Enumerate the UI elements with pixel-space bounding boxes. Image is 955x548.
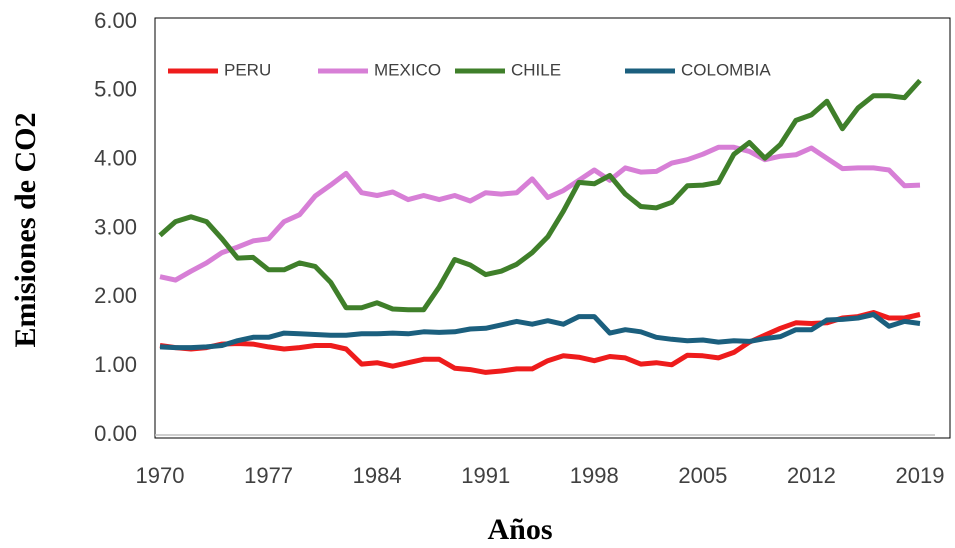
x-tick-label: 2005 [678, 463, 727, 488]
y-tick-label: 4.00 [94, 145, 137, 170]
x-axis-title: Años [487, 513, 552, 546]
x-tick-label: 2019 [896, 463, 945, 488]
series-line [159, 312, 921, 351]
legend-label: MEXICO [374, 60, 441, 79]
series-line [158, 78, 922, 313]
plot-frame [154, 17, 951, 439]
x-tick-label: 2012 [787, 463, 836, 488]
y-tick-label: 1.00 [94, 352, 137, 377]
legend-label: CHILE [511, 60, 561, 79]
y-tick-label: 6.00 [94, 8, 137, 33]
series-line [159, 310, 921, 375]
x-tick-label: 1984 [353, 463, 402, 488]
x-tick-label: 1977 [244, 463, 293, 488]
x-tick-label: 1970 [136, 463, 185, 488]
y-tick-label: 2.00 [94, 283, 137, 308]
x-tick-label: 1998 [570, 463, 619, 488]
series-line [159, 144, 921, 283]
legend-label: PERU [224, 60, 271, 79]
y-axis-title: Emisiones de CO2 [9, 112, 42, 347]
y-tick-label: 5.00 [94, 77, 137, 102]
x-tick-label: 1991 [461, 463, 510, 488]
y-tick-label: 0.00 [94, 421, 137, 446]
legend-label: COLOMBIA [681, 60, 771, 79]
y-tick-label: 3.00 [94, 214, 137, 239]
